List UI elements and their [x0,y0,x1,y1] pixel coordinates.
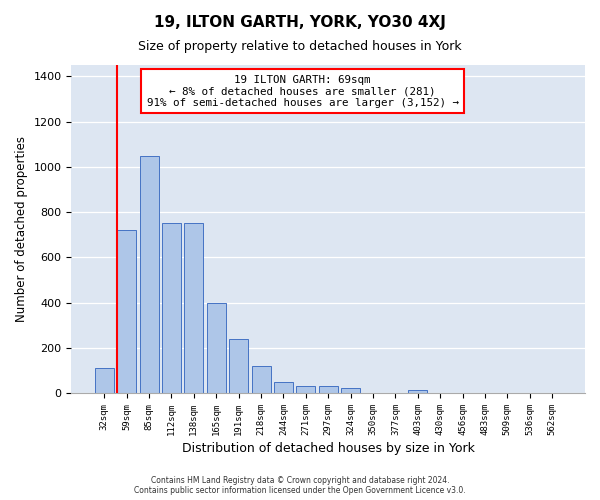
Bar [319,386,338,393]
Bar [117,230,136,393]
Bar [274,382,293,393]
Bar [229,340,248,393]
Text: 19, ILTON GARTH, YORK, YO30 4XJ: 19, ILTON GARTH, YORK, YO30 4XJ [154,15,446,30]
Text: 19 ILTON GARTH: 69sqm
← 8% of detached houses are smaller (281)
91% of semi-deta: 19 ILTON GARTH: 69sqm ← 8% of detached h… [146,75,458,108]
Bar [207,302,226,393]
X-axis label: Distribution of detached houses by size in York: Distribution of detached houses by size … [182,442,475,455]
Bar [140,156,158,393]
Bar [251,366,271,393]
Bar [162,224,181,393]
Bar [341,388,360,393]
Bar [184,224,203,393]
Y-axis label: Number of detached properties: Number of detached properties [15,136,28,322]
Text: Size of property relative to detached houses in York: Size of property relative to detached ho… [138,40,462,53]
Text: Contains HM Land Registry data © Crown copyright and database right 2024.
Contai: Contains HM Land Registry data © Crown c… [134,476,466,495]
Bar [95,368,114,393]
Bar [408,390,427,393]
Bar [296,386,316,393]
